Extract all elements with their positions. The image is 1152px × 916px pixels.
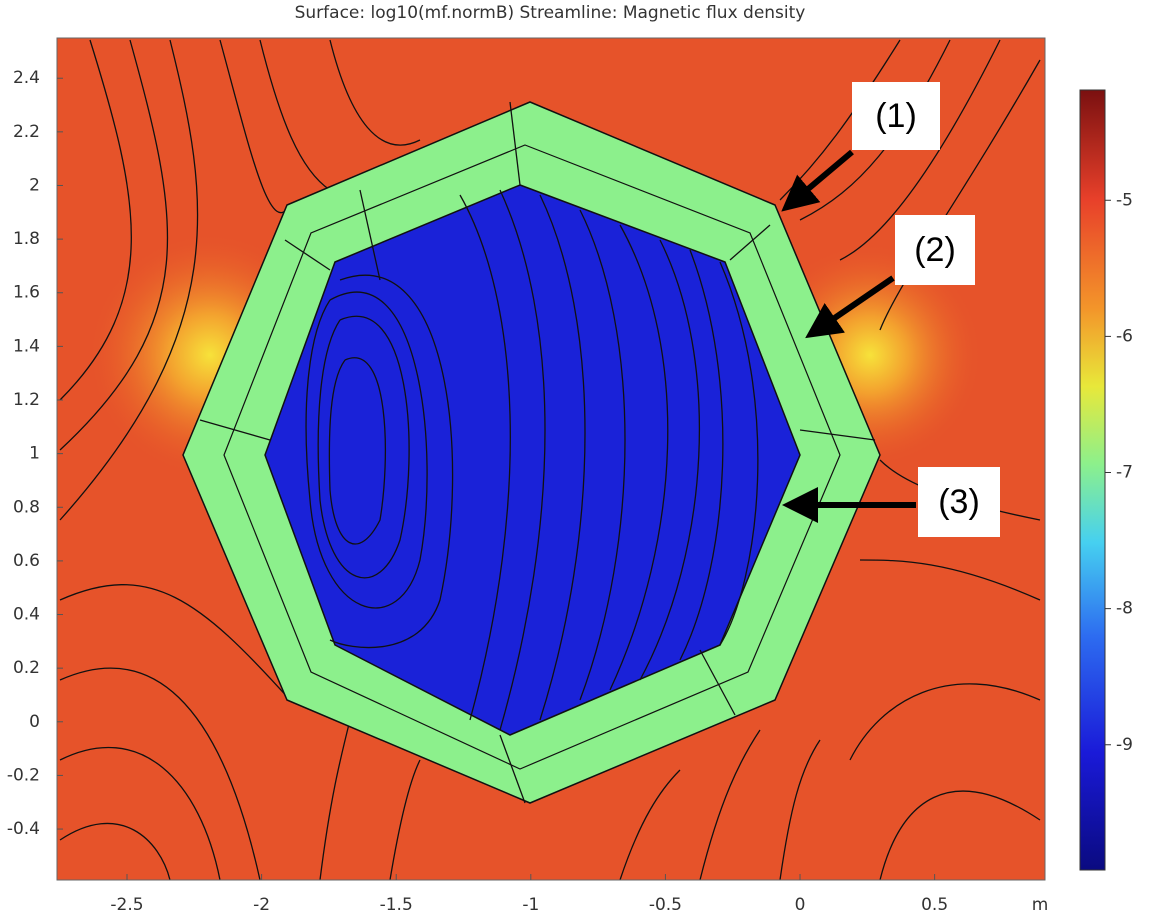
y-tick-label: 2.4 xyxy=(13,68,40,88)
y-tick-label: 1.4 xyxy=(13,336,40,356)
x-tick-label: 0 xyxy=(795,895,806,915)
outer-streamlines xyxy=(59,39,1041,880)
surface-plot xyxy=(57,38,1045,880)
colorbar-tick-label: -7 xyxy=(1116,463,1133,483)
y-tick-label: 0.4 xyxy=(13,605,40,625)
arrow xyxy=(805,275,895,339)
annotations: (1) (2) (3) xyxy=(781,82,1000,537)
x-tick-label: -1 xyxy=(522,895,539,915)
annotation: (2) xyxy=(914,231,956,269)
y-tick-label: 0 xyxy=(29,712,40,732)
arrow xyxy=(781,149,854,212)
colorbar-tick-label: -5 xyxy=(1116,190,1133,210)
y-tick-label: 1.8 xyxy=(13,229,40,249)
plot-frame xyxy=(56,37,1046,881)
annotation: (1) xyxy=(875,97,917,135)
colorbar-tick-label: -9 xyxy=(1116,735,1133,755)
y-tick-label: -0.4 xyxy=(7,819,40,839)
y-tick-label: 0.2 xyxy=(13,658,40,678)
y-tick-label: 2 xyxy=(29,175,40,195)
x-tick-label: -2 xyxy=(253,895,270,915)
annotation-box xyxy=(918,467,1000,537)
ring-streamlines xyxy=(199,101,876,804)
y-tick-label: 1.2 xyxy=(13,390,40,410)
colorbar-tick-label: -6 xyxy=(1116,326,1133,346)
inner-streamlines xyxy=(305,189,759,731)
y-tick-label: 1.6 xyxy=(13,283,40,303)
chart-title: Surface: log10(mf.normB) Streamline: Mag… xyxy=(295,3,806,23)
y-tick-label: 0.8 xyxy=(13,497,40,517)
y-tick-label: -0.2 xyxy=(7,765,40,785)
annotation-box xyxy=(852,82,940,150)
y-tick-label: 0.6 xyxy=(13,551,40,571)
y-tick-label: 2.2 xyxy=(13,122,40,142)
annotation-box xyxy=(895,215,975,285)
annotation: (3) xyxy=(938,483,980,521)
x-tick-label: -0.5 xyxy=(649,895,682,915)
x-unit: m xyxy=(1032,895,1049,915)
x-tick-label: 0.5 xyxy=(921,895,948,915)
colorbar-tick-label: -8 xyxy=(1116,599,1133,619)
colorbar xyxy=(1079,89,1106,871)
y-tick-label: 1 xyxy=(29,444,40,464)
x-tick-label: -2.5 xyxy=(110,895,143,915)
middle-ring xyxy=(223,144,841,770)
x-tick-label: -1.5 xyxy=(380,895,413,915)
